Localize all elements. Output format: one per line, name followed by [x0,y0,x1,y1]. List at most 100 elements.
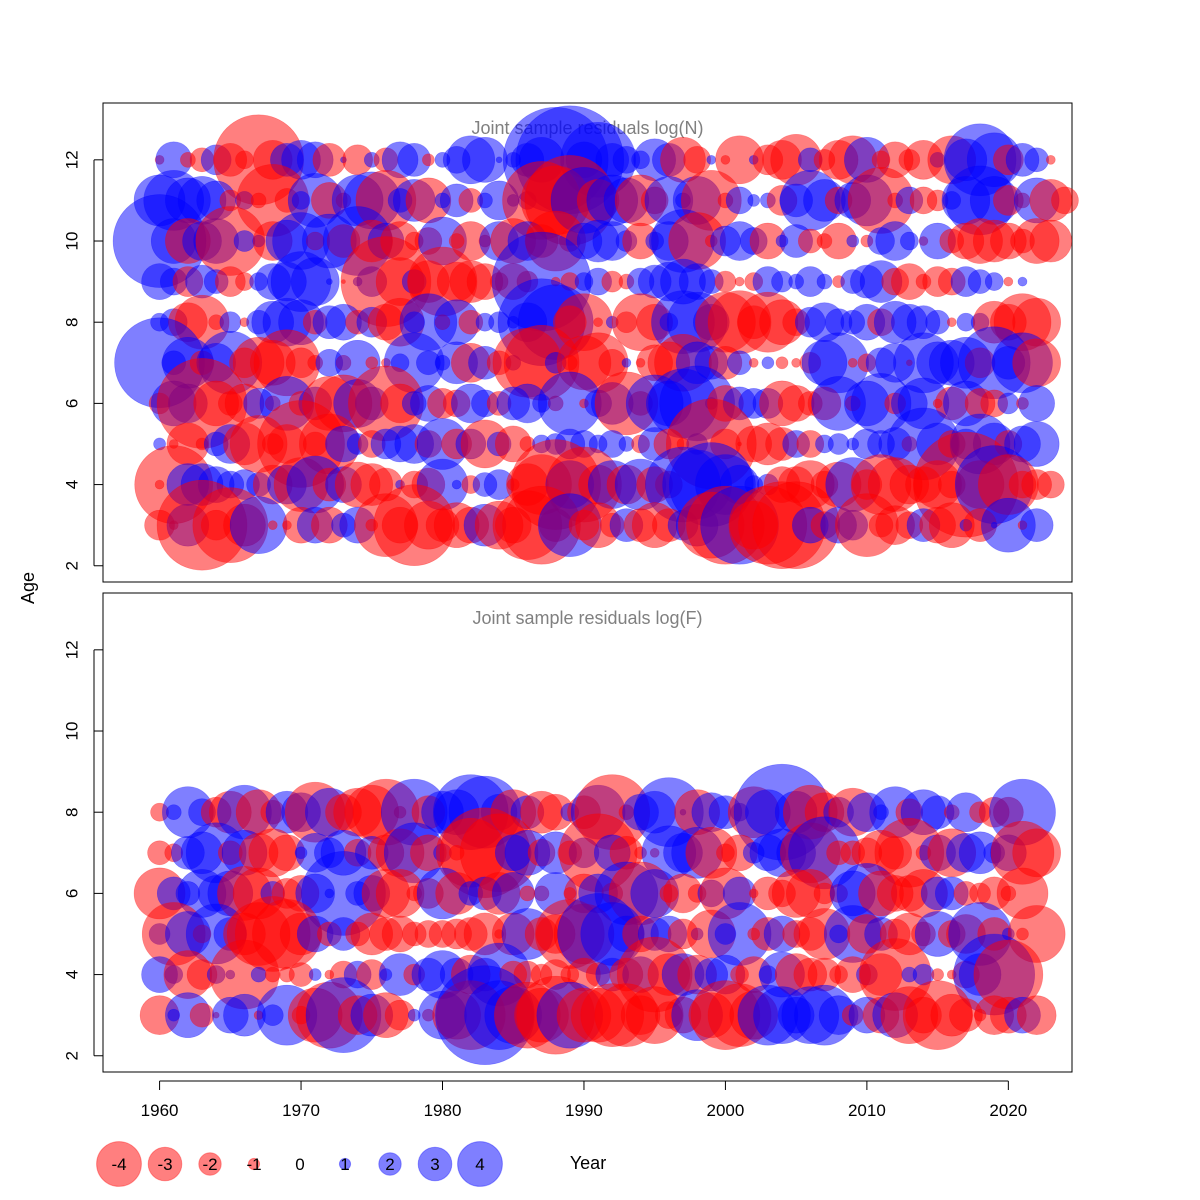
bubble-age9-2001 [734,276,745,287]
bubble-age10-2023 [1029,219,1073,263]
y-axis-label: Age [18,572,38,604]
bubble-age3-1968 [267,520,278,530]
bubbles [133,763,1066,1065]
legend-label: 4 [475,1155,484,1174]
legend-bubble [417,1146,453,1182]
y-axis: 2 4 6 8 10 12 [62,150,103,570]
bubble-age8-2016 [946,317,957,328]
x-axis: 1960 1970 1980 1990 2000 2010 2020 [141,1080,1027,1120]
bubble-age7-2022 [1012,338,1061,388]
bubble-age7-2005 [791,357,801,368]
legend-entry: 0 [295,1155,304,1174]
legend-label: 0 [295,1155,304,1174]
bubble-age4-1967 [250,966,267,983]
bubble-age3-2022 [1019,508,1054,542]
y-tick-label: 4 [62,480,81,489]
bubble-age7-2004 [775,356,789,370]
legend-bubble [338,1157,352,1171]
bubble-age12-1984 [495,156,503,164]
bubble-age4-2023 [1036,470,1065,499]
legend-entry: -3 [147,1146,183,1182]
x-tick-label: 2010 [848,1101,886,1120]
y-tick-label: 10 [62,232,81,251]
panel-2: Joint sample residuals log(F) 2 4 6 8 10 12 [62,592,1073,1073]
x-tick-label: 1980 [424,1101,462,1120]
legend-entry: -4 [96,1141,142,1187]
bubble-age3-1963 [189,1002,215,1028]
bubble-age7-1993 [621,357,632,368]
legend-label: -1 [246,1155,261,1174]
bubble-age4-1981 [451,479,462,490]
x-tick-label: 1970 [282,1101,320,1120]
y-tick-label: 4 [62,970,81,979]
legend-entry: 1 [338,1155,352,1174]
legend-bubble [247,1157,261,1171]
bubble-age12-2022 [1024,147,1049,173]
legend-label: 2 [385,1155,394,1174]
y-tick-label: 2 [62,1051,81,1060]
y-tick-label: 6 [62,889,81,898]
bubble-age12-2023 [1045,155,1056,165]
y-tick-label: 8 [62,317,81,326]
y-tick-label: 2 [62,561,81,570]
x-tick-label: 1960 [141,1101,179,1120]
legend-bubble [147,1146,183,1182]
plot-frame [102,592,1073,1073]
bubble-age12-1979 [422,153,435,167]
bubble-age9-2000 [714,270,737,293]
x-tick-label: 2020 [989,1101,1027,1120]
legend-label: -4 [111,1155,126,1174]
legend-bubble [378,1152,402,1176]
y-tick-label: 6 [62,399,81,408]
panel-title: Joint sample residuals log(F) [472,608,702,628]
bubble-age3-1967 [229,496,288,554]
bubble-age10-2013 [900,231,919,251]
x-tick-label: 1990 [565,1101,603,1120]
y-tick-label: 8 [62,807,81,816]
bubble-age11-2002 [747,194,761,207]
x-axis-label: Year [570,1153,606,1173]
legend-label: -3 [157,1155,172,1174]
bubble-age6-2022 [1018,385,1055,422]
bubble-age10-2009 [846,234,860,248]
bubble-age12-1999 [706,155,717,165]
legend-label: 1 [340,1155,349,1174]
bubble-age9-1972 [326,278,333,285]
bubble-age6-2020 [997,392,1020,415]
bubble-age7-2009 [847,357,858,368]
legend-bubble [96,1141,142,1187]
bubble-age4-2015 [931,968,944,981]
legend-bubble [457,1141,503,1187]
y-axis: 2 4 6 8 10 12 [62,640,103,1060]
bubble-age3-2022 [1016,995,1057,1035]
bubble-age7-2002 [748,357,759,368]
bubble-age4-1971 [308,968,322,981]
y-tick-label: 10 [62,722,81,741]
y-tick-label: 12 [62,150,81,169]
legend-entry: 4 [457,1141,503,1187]
bubble-age8-2015 [925,309,950,335]
legend: -4 -3 -2 -1 0 1 2 3 4 [96,1141,503,1187]
bubble-age5-2022 [1013,421,1060,467]
bubble-age8-1965 [219,311,242,334]
bubble-age7-2003 [761,356,775,370]
bubble-age6-1986 [519,885,536,902]
x-tick-label: 2000 [707,1101,745,1120]
bubble-age8-1991 [593,317,603,328]
bubble-age9-2007 [816,273,833,290]
bubble-age9-2021 [1017,276,1028,287]
bubble-age5-2008 [827,433,850,455]
y-tick-label: 12 [62,640,81,659]
legend-label: -2 [202,1155,217,1174]
bubble-age10-1966 [233,230,256,252]
bubble-age9-2020 [1003,276,1014,287]
legend-entry: 3 [417,1146,453,1182]
legend-entry: -1 [246,1155,261,1174]
legend-entry: -2 [198,1152,222,1176]
legend-bubble [198,1152,222,1176]
legend-label: 3 [430,1155,439,1174]
bubbles [112,105,1079,571]
panels: Joint sample residuals log(N)24681012Joi… [62,102,1079,1073]
